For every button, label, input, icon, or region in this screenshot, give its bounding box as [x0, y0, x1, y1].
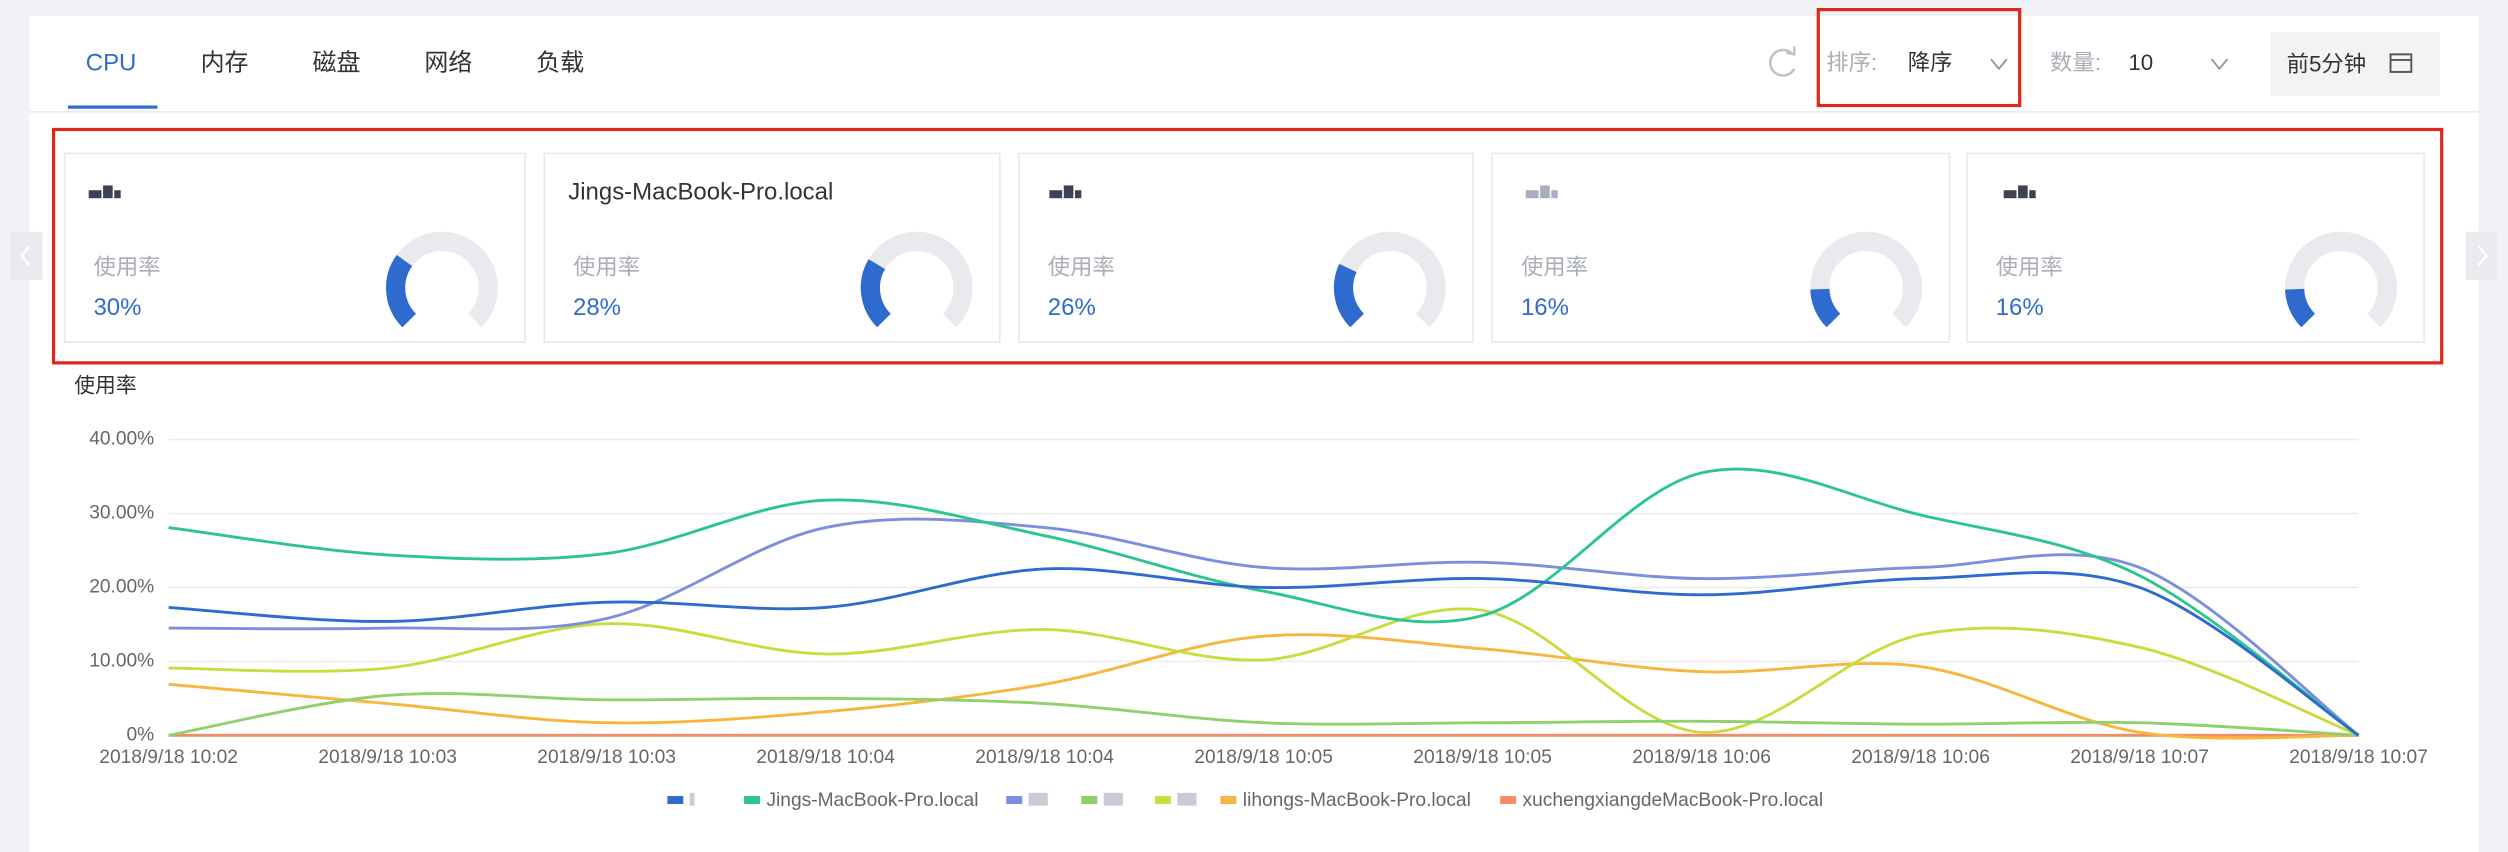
refresh-icon: [1769, 48, 1796, 77]
legend-swatch[interactable]: [744, 796, 761, 805]
legend-swatch[interactable]: [1154, 796, 1171, 805]
host-redacted: [114, 190, 121, 199]
calendar-icon: [2389, 53, 2413, 73]
card-value: 16%: [1996, 294, 2044, 321]
legend-redacted: [1028, 792, 1048, 806]
prev-arrow-icon: [19, 245, 31, 267]
gauge-fill: [2285, 288, 2316, 328]
cards: 使用率 30% Jings-MacBook-Pro.local 使用率 28% 使用率 26…: [63, 152, 2425, 343]
host-redacted: [1074, 190, 1082, 199]
x-tick-label: 2018/9/18 10:04: [975, 747, 1114, 768]
legend-swatch[interactable]: [1006, 796, 1023, 805]
series-line: [168, 633, 2359, 740]
calendar-body: [2389, 53, 2413, 73]
x-tick-label: 2018/9/18 10:05: [1413, 747, 1552, 768]
sort-chevron[interactable]: [1990, 58, 2008, 71]
card-label: 使用率: [1996, 254, 2063, 279]
legend-swatch[interactable]: [1500, 796, 1517, 805]
count-label: 数量:: [2050, 50, 2101, 75]
gauge-fill: [1810, 288, 1841, 328]
series-line: [168, 517, 2360, 737]
legend-label: xuchengxiangdeMacBook-Pro.local: [1523, 790, 1824, 811]
y-axis-label: 使用率: [74, 374, 136, 397]
host-redacted: [2003, 190, 2017, 199]
card-host: Jings-MacBook-Pro.local: [568, 179, 833, 206]
count-value[interactable]: 10: [2128, 50, 2153, 75]
x-tick-label: 2018/9/18 10:05: [1194, 747, 1333, 768]
host-redacted: [1063, 185, 1074, 199]
tab[interactable]: 内存: [201, 49, 249, 76]
card-value: 16%: [1521, 294, 1569, 321]
legend-redacted: [1177, 792, 1197, 806]
x-tick-label: 2018/9/18 10:07: [2070, 747, 2209, 768]
tab-underline: [67, 105, 158, 109]
highlight-box: [1816, 7, 2022, 108]
legend-swatch[interactable]: [1081, 796, 1098, 805]
gauge-fill: [1333, 263, 1365, 328]
series-line: [168, 692, 2359, 737]
host-redacted: [2029, 190, 2036, 199]
y-tick-label: 0%: [127, 724, 155, 745]
chart: 使用率 0% 10.00% 20.00% 30.00% 40.00% 2018/9/18 1…: [74, 374, 2428, 811]
next-arrow-icon: [2477, 245, 2489, 267]
y-tick-label: 30.00%: [89, 503, 154, 524]
card-label: 使用率: [573, 254, 640, 279]
highlight-box: [51, 127, 2444, 365]
prev-arrow[interactable]: [10, 231, 43, 280]
x-tick-label: 2018/9/18 10:02: [99, 747, 238, 768]
legend-label: Jings-MacBook-Pro.local: [766, 790, 978, 811]
gauge-fill: [386, 254, 417, 328]
x-tick-label: 2018/9/18 10:06: [1851, 747, 1990, 768]
legend-redacted: [1103, 792, 1123, 806]
series-line: [168, 567, 2360, 737]
legend-swatch[interactable]: [667, 796, 684, 805]
host-redacted: [2018, 185, 2028, 199]
y-tick-label: 40.00%: [89, 429, 154, 450]
sort-label: 排序:: [1826, 50, 1877, 75]
host-redacted: [1049, 190, 1063, 199]
legend-redacted: [689, 792, 695, 806]
tab[interactable]: 磁盘: [312, 49, 360, 76]
series-line: [168, 607, 2360, 737]
x-tick-label: 2018/9/18 10:03: [318, 747, 457, 768]
y-tick-label: 10.00%: [89, 650, 154, 671]
tab[interactable]: CPU: [86, 49, 137, 76]
host-redacted: [1540, 185, 1550, 199]
legend-swatch[interactable]: [1220, 796, 1237, 805]
card-label: 使用率: [1048, 254, 1115, 279]
card-value: 26%: [1048, 294, 1096, 321]
host-redacted: [1551, 190, 1558, 199]
refresh-button[interactable]: [1769, 46, 1796, 77]
host-redacted: [1525, 190, 1539, 199]
x-tick-label: 2018/9/18 10:03: [537, 747, 676, 768]
card-value: 30%: [93, 294, 141, 321]
host-redacted: [88, 190, 102, 199]
card-label: 使用率: [1521, 254, 1588, 279]
series-line: [168, 467, 2360, 737]
range-text: 前5分钟: [2287, 51, 2367, 76]
host-redacted: [103, 185, 113, 199]
legend-label: lihongs-MacBook-Pro.local: [1243, 790, 1471, 811]
y-tick-label: 20.00%: [89, 577, 154, 598]
sort-value[interactable]: 降序: [1908, 50, 1953, 75]
x-tick-label: 2018/9/18 10:06: [1632, 747, 1771, 768]
next-arrow[interactable]: [2465, 231, 2498, 280]
card-label: 使用率: [93, 254, 160, 279]
gauge-fill: [860, 259, 892, 328]
card-value: 28%: [573, 294, 621, 321]
tab[interactable]: 负载: [536, 49, 584, 76]
refresh-icon-arrow: [1786, 46, 1796, 56]
x-tick-label: 2018/9/18 10:07: [2289, 747, 2428, 768]
tabs: CPU 内存 磁盘 网络 负载: [67, 49, 584, 109]
x-tick-label: 2018/9/18 10:04: [756, 747, 895, 768]
count-chevron[interactable]: [2210, 58, 2229, 71]
tab[interactable]: 网络: [424, 49, 472, 76]
